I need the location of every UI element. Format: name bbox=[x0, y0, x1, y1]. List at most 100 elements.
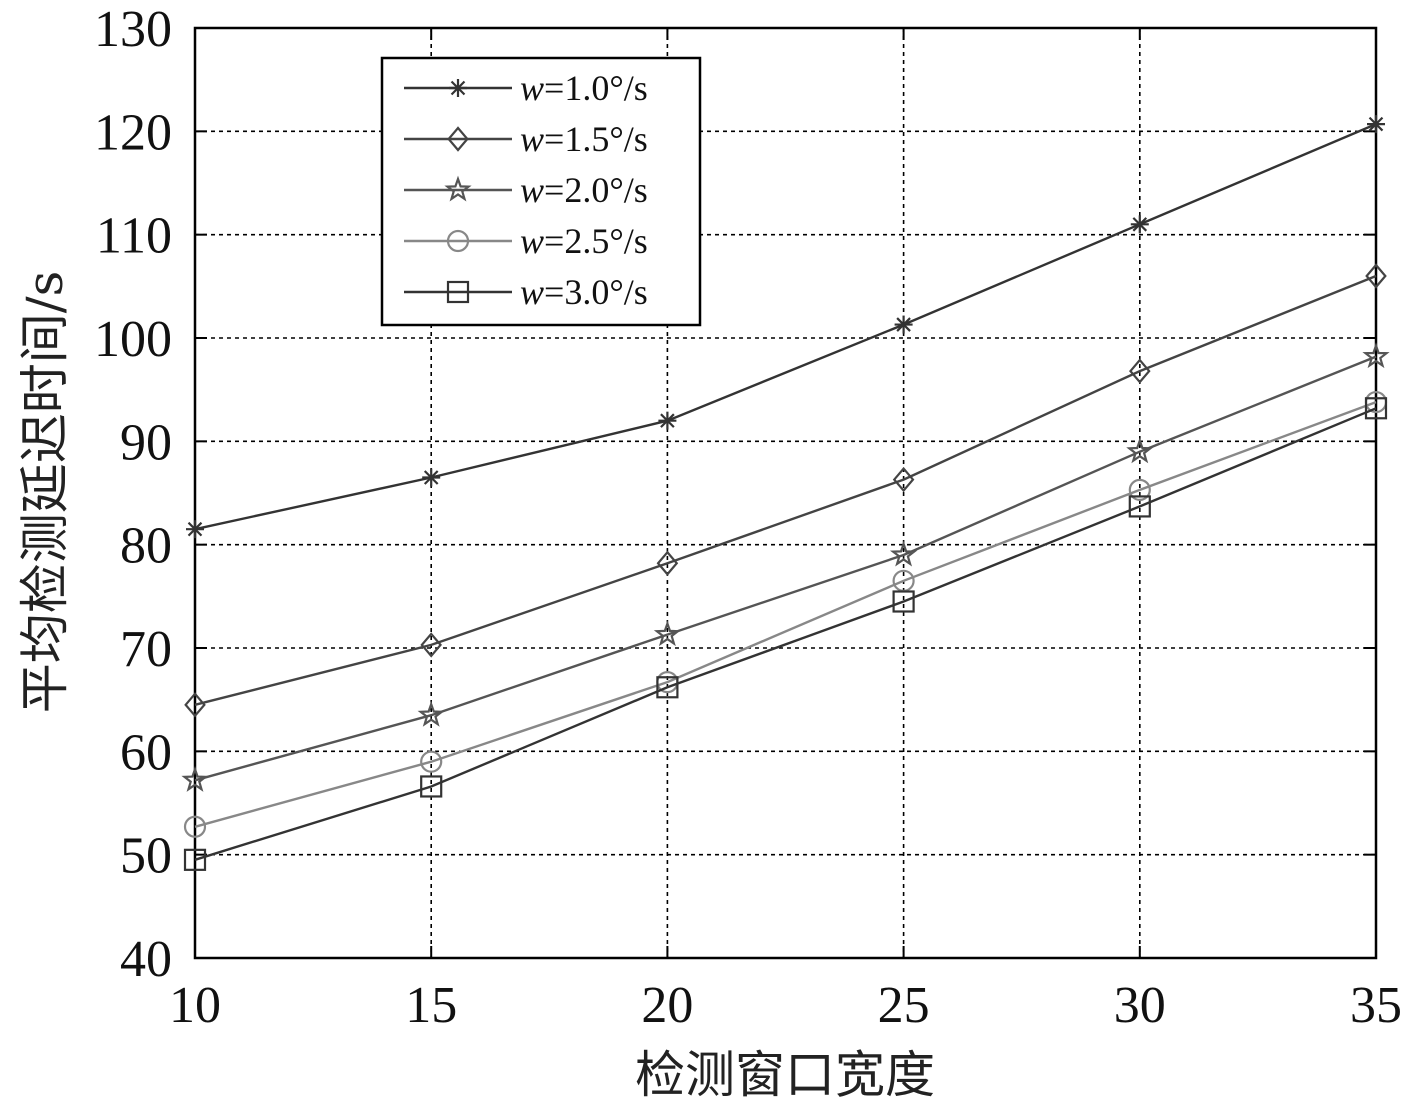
data-point bbox=[444, 175, 472, 202]
marker-shape bbox=[420, 632, 442, 658]
data-point bbox=[183, 815, 207, 838]
marker-shape bbox=[656, 550, 679, 576]
data-point bbox=[1128, 478, 1151, 501]
legend-label-value: =1.5°/s bbox=[544, 119, 648, 159]
series-line bbox=[194, 122, 1377, 531]
legend-item: w=1.0°/s bbox=[404, 68, 648, 108]
data-point bbox=[422, 468, 441, 487]
x-tick-label: 30 bbox=[1114, 977, 1166, 1034]
legend-label: w=2.0°/s bbox=[520, 170, 648, 210]
marker-shape bbox=[420, 750, 443, 773]
data-point bbox=[181, 766, 209, 792]
x-axis-label: 检测窗口宽度 bbox=[635, 1046, 935, 1104]
marker-shape bbox=[1365, 263, 1387, 289]
marker-shape bbox=[417, 700, 445, 727]
marker-stroke bbox=[1368, 116, 1384, 132]
axis-ticks: 10 15 20 25 30 35 40 50 60 70 80 90 100 110 120 130 bbox=[94, 1, 1402, 1034]
marker-shape bbox=[1129, 358, 1151, 384]
marker-shape bbox=[447, 126, 469, 152]
data-point bbox=[892, 466, 915, 493]
data-point bbox=[892, 590, 915, 613]
x-tick-label: 25 bbox=[878, 977, 930, 1034]
data-point bbox=[1126, 437, 1154, 464]
legend-label-value: =2.0°/s bbox=[544, 170, 648, 210]
grid-lines bbox=[195, 28, 1376, 958]
y-tick-label: 40 bbox=[120, 931, 172, 988]
legend-label-symbol: w bbox=[520, 170, 544, 210]
data-point bbox=[1129, 358, 1151, 384]
legend-label-value: =2.5°/s bbox=[544, 221, 648, 261]
legend-item: w=2.5°/s bbox=[404, 221, 648, 261]
marker-shape bbox=[1364, 397, 1388, 420]
legend-item: w=3.0°/s bbox=[404, 272, 648, 312]
y-tick-label: 60 bbox=[120, 724, 172, 781]
legend-label: w=2.5°/s bbox=[520, 221, 648, 261]
data-point bbox=[894, 315, 913, 334]
series-group bbox=[181, 115, 1390, 871]
marker-stroke bbox=[187, 521, 203, 537]
series-3 bbox=[181, 342, 1390, 792]
series-1 bbox=[186, 115, 1385, 539]
marker-stroke bbox=[450, 80, 466, 96]
data-point bbox=[183, 848, 207, 871]
data-point bbox=[449, 79, 467, 97]
y-axis-label: 平均检测延迟时间/s bbox=[16, 271, 74, 714]
series-line bbox=[194, 400, 1377, 828]
data-point bbox=[1362, 342, 1390, 369]
series-line bbox=[194, 355, 1377, 782]
legend-item: w=2.0°/s bbox=[404, 170, 648, 210]
marker-stroke bbox=[896, 317, 911, 332]
y-tick-label: 120 bbox=[94, 104, 172, 161]
data-point bbox=[658, 411, 677, 430]
marker-stroke bbox=[423, 470, 439, 485]
y-tick-label: 50 bbox=[120, 828, 172, 885]
legend-item: w=1.5°/s bbox=[404, 119, 648, 159]
legend-box bbox=[380, 56, 702, 327]
marker-shape bbox=[1362, 342, 1390, 369]
marker-shape bbox=[183, 815, 207, 838]
legend-label: w=1.5°/s bbox=[520, 119, 648, 159]
data-point bbox=[1128, 495, 1151, 518]
y-tick-label: 110 bbox=[96, 208, 172, 265]
marker-shape bbox=[181, 766, 209, 792]
marker-shape bbox=[444, 175, 472, 202]
marker-shape bbox=[892, 590, 915, 613]
marker-shape bbox=[889, 540, 918, 567]
marker-stroke bbox=[1132, 217, 1148, 232]
marker-shape bbox=[1126, 437, 1154, 464]
y-tick-label: 90 bbox=[120, 414, 172, 471]
data-point bbox=[1364, 397, 1388, 420]
x-tick-label: 10 bbox=[169, 977, 221, 1034]
marker-shape bbox=[1128, 495, 1151, 518]
legend-label-symbol: w bbox=[520, 221, 544, 261]
marker-shape bbox=[653, 620, 681, 647]
legend-label-value: =1.0°/s bbox=[544, 68, 648, 108]
data-point bbox=[417, 700, 445, 727]
data-point bbox=[446, 229, 470, 253]
legend: w=1.0°/sw=1.5°/sw=2.0°/sw=2.5°/sw=3.0°/s bbox=[380, 56, 702, 327]
data-point bbox=[184, 692, 206, 718]
y-tick-label: 80 bbox=[120, 518, 172, 575]
x-tick-label: 15 bbox=[405, 977, 457, 1034]
marker-shape bbox=[656, 676, 679, 699]
data-point bbox=[1365, 263, 1387, 289]
marker-shape bbox=[892, 466, 915, 493]
legend-label-symbol: w bbox=[520, 68, 544, 108]
data-point bbox=[653, 620, 681, 647]
legend-label-symbol: w bbox=[520, 119, 544, 159]
marker-shape bbox=[420, 775, 443, 798]
marker-stroke bbox=[660, 413, 675, 428]
series-4 bbox=[183, 390, 1388, 838]
marker-shape bbox=[446, 229, 470, 253]
legend-label: w=3.0°/s bbox=[520, 272, 648, 312]
y-tick-label: 130 bbox=[94, 1, 172, 58]
data-point bbox=[1130, 215, 1149, 234]
data-point bbox=[420, 632, 442, 658]
marker-shape bbox=[184, 692, 206, 718]
data-point bbox=[1367, 115, 1385, 134]
data-point bbox=[186, 520, 204, 539]
legend-label: w=1.0°/s bbox=[520, 68, 648, 108]
legend-label-symbol: w bbox=[520, 272, 544, 312]
